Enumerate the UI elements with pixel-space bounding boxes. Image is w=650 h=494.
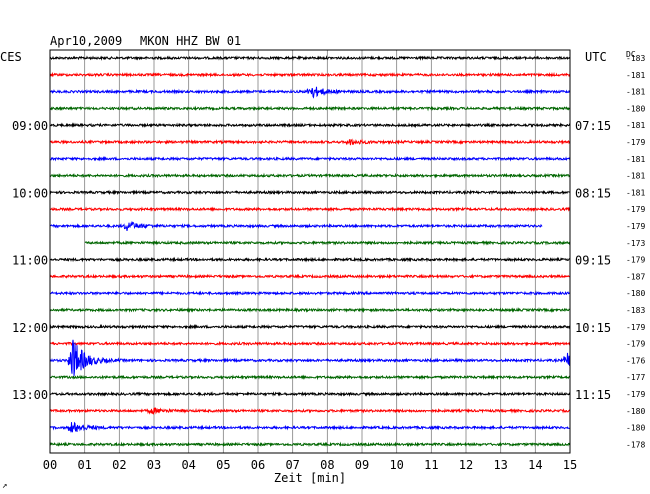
header-station: MKON HHZ BW 01 [140, 34, 241, 48]
right-time-0815: 08:15 [575, 186, 611, 200]
right-timezone-label: UTC [585, 50, 607, 64]
x-tick-10: 10 [389, 458, 403, 472]
dc-offset-8: -181 [626, 172, 645, 181]
trace-4 [49, 105, 571, 112]
x-tick-labels: 00 01 02 03 04 05 06 07 08 09 10 11 12 13 14 15 [43, 458, 577, 472]
x-tick-13: 13 [493, 458, 507, 472]
trace-1 [49, 55, 571, 61]
dc-offset-17: -179 [626, 323, 645, 332]
left-time-1200: 12:00 [12, 321, 48, 335]
dc-offset-5: -181 [626, 121, 645, 130]
dc-offset-9: -181 [626, 188, 645, 197]
trace-6 [49, 138, 571, 146]
trace-20 [49, 374, 571, 381]
right-time-0915: 09:15 [575, 254, 611, 268]
dc-offset-14: -187 [626, 272, 645, 281]
x-tick-09: 09 [355, 458, 369, 472]
left-time-1000: 10:00 [12, 186, 48, 200]
trace-13 [49, 256, 571, 263]
trace-5 [49, 122, 571, 129]
x-tick-01: 01 [77, 458, 91, 472]
trace-12 [84, 239, 571, 246]
trace-11 [49, 220, 543, 232]
x-tick-02: 02 [112, 458, 126, 472]
x-tick-14: 14 [528, 458, 542, 472]
left-time-0900: 09:00 [12, 119, 48, 133]
trace-17 [49, 323, 571, 330]
x-axis-label: Zeit [min] [274, 471, 346, 485]
dc-offset-22: -180 [626, 407, 645, 416]
trace-15 [49, 290, 571, 297]
right-time-1015: 10:15 [575, 321, 611, 335]
left-time-1100: 11:00 [12, 254, 48, 268]
dc-offset-24: -178 [626, 440, 645, 449]
right-time-0715: 07:15 [575, 119, 611, 133]
dc-offset-11: -179 [626, 222, 645, 231]
trace-18 [49, 340, 571, 347]
x-tick-11: 11 [424, 458, 438, 472]
dc-offset-19: -176 [626, 356, 645, 365]
dc-offset-12: -173 [626, 239, 645, 248]
dc-offset-2: -181 [626, 71, 645, 80]
dc-offset-16: -183 [626, 306, 645, 315]
trace-24 [49, 441, 571, 448]
dc-label: DC [626, 50, 636, 59]
dc-offset-6: -179 [626, 138, 645, 147]
left-timezone-label: CES [0, 50, 22, 64]
x-tick-12: 12 [459, 458, 473, 472]
dc-offset-20: -177 [626, 373, 645, 382]
trace-group [49, 55, 571, 448]
dc-offset-1: -183 [626, 54, 645, 63]
dc-offset-3: -181 [626, 88, 645, 97]
trace-9 [49, 189, 571, 196]
dc-offset-7: -181 [626, 155, 645, 164]
header-date: Apr10,2009 [50, 34, 122, 48]
trace-7 [49, 155, 571, 162]
dc-offset-13: -179 [626, 256, 645, 265]
trace-14 [49, 273, 571, 280]
dc-offset-15: -180 [626, 289, 645, 298]
dc-offset-10: -179 [626, 205, 645, 214]
x-tick-06: 06 [251, 458, 265, 472]
right-time-1115: 11:15 [575, 388, 611, 402]
x-tick-05: 05 [216, 458, 230, 472]
plot-frame [49, 49, 571, 454]
x-tick-04: 04 [181, 458, 195, 472]
x-tick-07: 07 [285, 458, 299, 472]
trace-8 [49, 172, 571, 179]
trace-19 [49, 339, 571, 377]
trace-22 [49, 407, 571, 415]
corner-mark: ↗ [2, 481, 7, 491]
x-tick-15: 15 [563, 458, 577, 472]
dc-offset-4: -180 [626, 104, 645, 113]
dc-offset-21: -179 [626, 390, 645, 399]
left-time-labels: 09:00 10:00 11:00 12:00 13:00 [12, 119, 48, 402]
x-tick-00: 00 [43, 458, 57, 472]
trace-10 [49, 206, 571, 213]
dc-offset-18: -179 [626, 340, 645, 349]
minute-grid [84, 50, 536, 453]
dc-offset-23: -180 [626, 424, 645, 433]
dc-offset-labels: -183 -181 -181 -180 -181 -179 -181 -181 -181 -179… [626, 54, 645, 449]
trace-3 [49, 86, 571, 99]
x-tick-08: 08 [320, 458, 334, 472]
trace-16 [49, 307, 571, 314]
left-time-1300: 13:00 [12, 388, 48, 402]
trace-2 [49, 71, 571, 78]
x-tick-03: 03 [147, 458, 161, 472]
right-time-labels: 07:15 08:15 09:15 10:15 11:15 [575, 119, 611, 402]
trace-21 [49, 391, 571, 397]
trace-23 [49, 421, 571, 433]
